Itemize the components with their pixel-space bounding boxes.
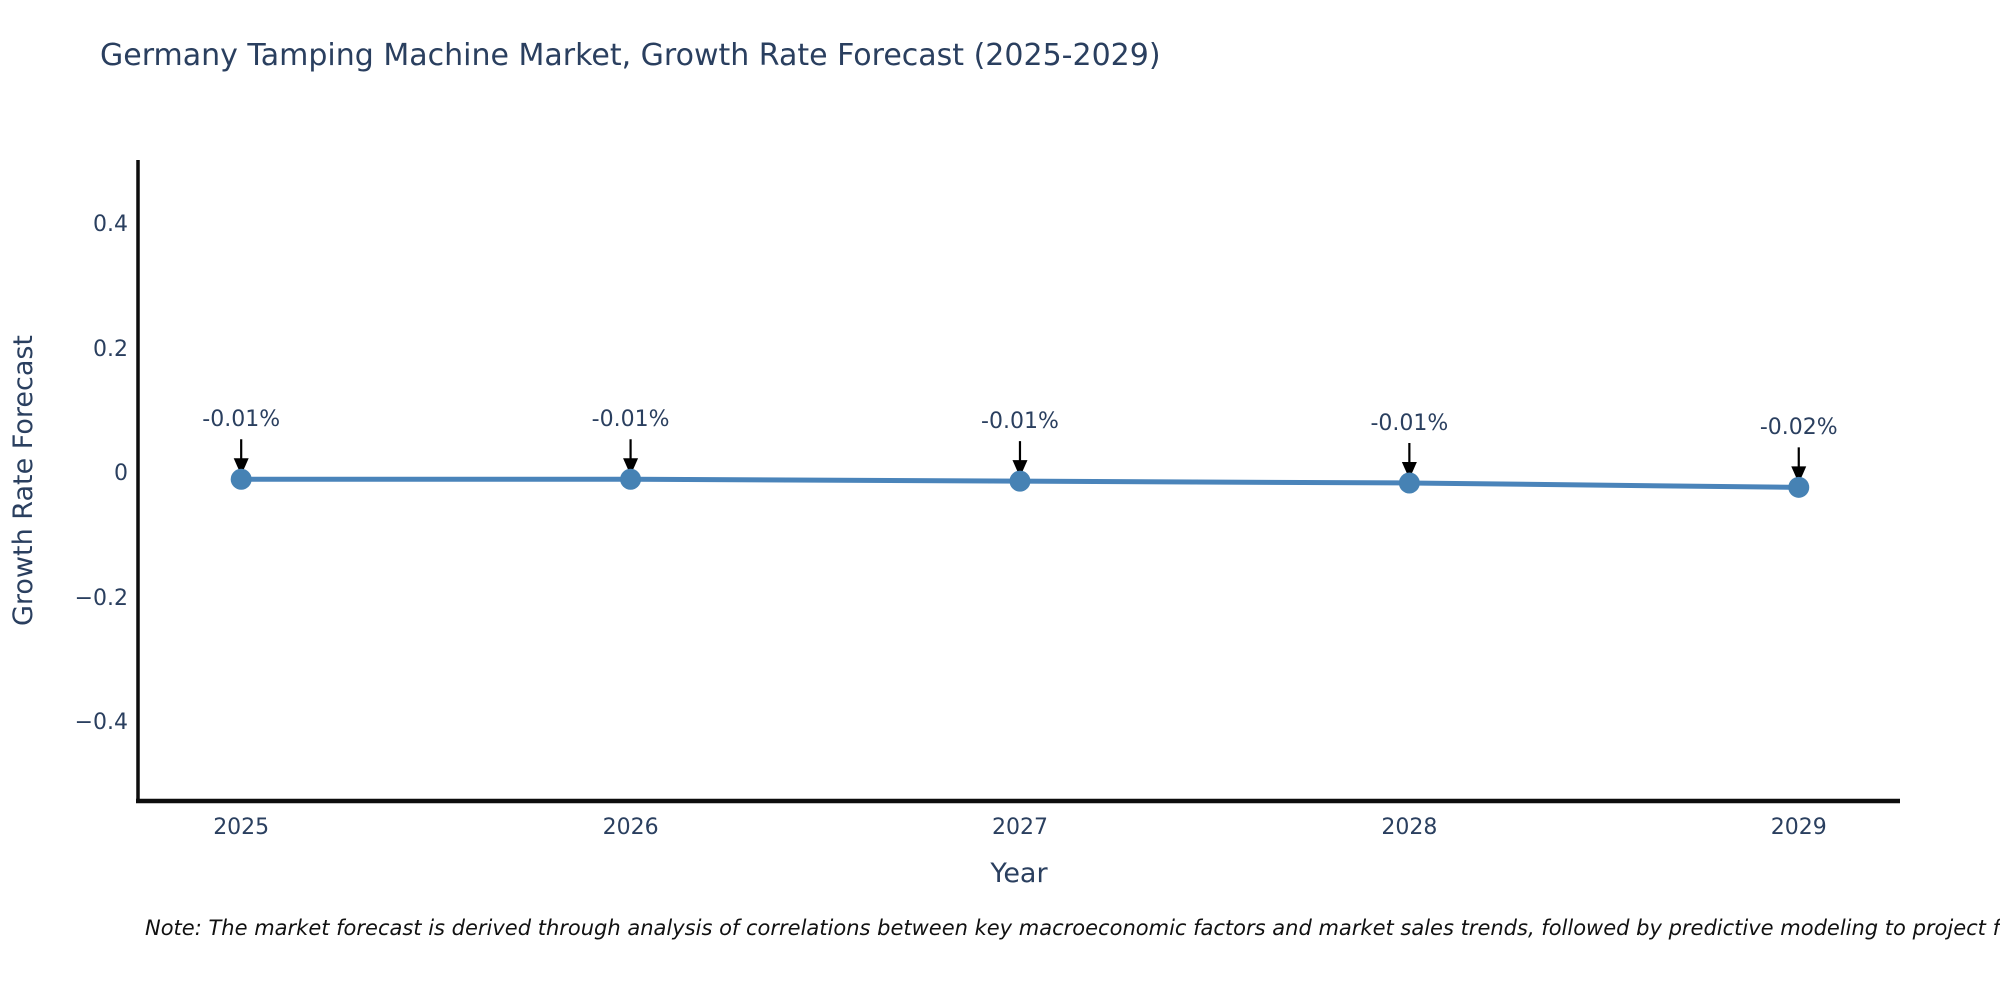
y-tick-label: 0	[114, 461, 128, 487]
y-tick-label: 0.2	[93, 336, 128, 362]
annotation-arrowhead	[1012, 460, 1028, 478]
annotation-arrowhead	[623, 458, 639, 476]
point-annotation: -0.01%	[591, 407, 670, 433]
point-annotation: -0.01%	[1370, 410, 1449, 436]
footnote: Note: The market forecast is derived thr…	[145, 916, 2000, 940]
point-annotation: -0.01%	[202, 407, 281, 433]
annotation-arrowhead	[1401, 461, 1417, 479]
data-point-marker[interactable]	[230, 468, 252, 490]
x-tick-label: 2026	[602, 815, 659, 840]
data-point-marker[interactable]	[620, 468, 642, 490]
annotation-arrowhead	[233, 458, 249, 476]
chart-title: Germany Tamping Machine Market, Growth R…	[100, 38, 1161, 73]
data-point-marker[interactable]	[1398, 472, 1420, 494]
point-annotation: -0.02%	[1759, 415, 1838, 441]
y-tick-label: −0.4	[74, 710, 128, 736]
x-axis-title: Year	[990, 858, 1048, 889]
point-annotation: -0.01%	[981, 409, 1059, 435]
x-tick-label: 2025	[213, 815, 270, 840]
x-tick-label: 2027	[991, 815, 1048, 840]
x-tick-label: 2029	[1770, 815, 1827, 840]
data-point-marker[interactable]	[1788, 476, 1810, 498]
data-point-marker[interactable]	[1009, 470, 1031, 492]
y-tick-label: −0.2	[74, 585, 128, 611]
annotation-arrowhead	[1791, 466, 1807, 484]
y-tick-label: 0.4	[93, 212, 128, 238]
x-tick-label: 2028	[1381, 815, 1438, 840]
